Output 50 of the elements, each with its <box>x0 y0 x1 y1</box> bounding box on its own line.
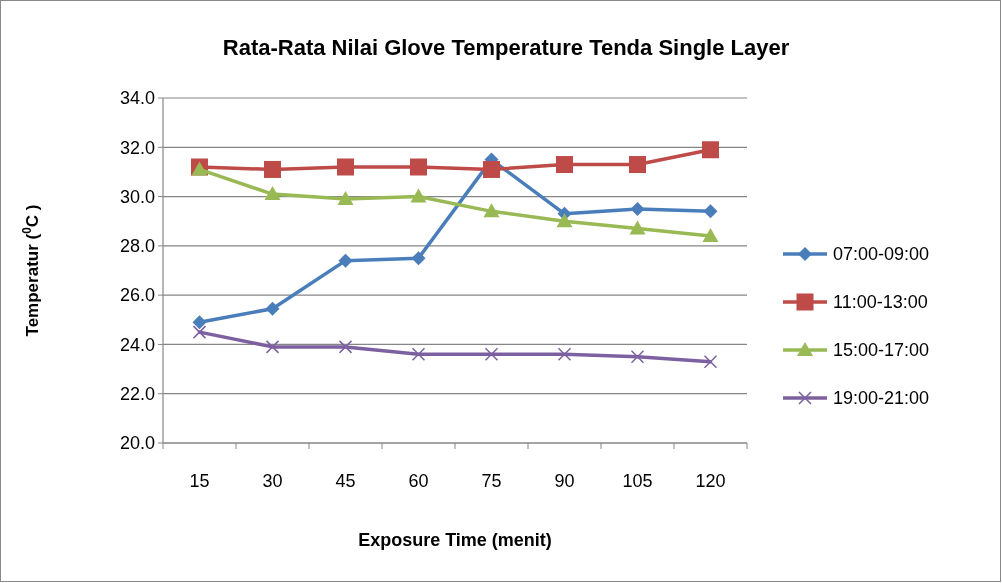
point <box>338 340 353 354</box>
legend-label: 11:00-13:00 <box>833 292 928 313</box>
x-tick-label: 60 <box>408 471 429 491</box>
x-tick-label: 30 <box>262 471 283 491</box>
point <box>411 251 426 266</box>
point <box>192 325 207 339</box>
point <box>337 158 354 176</box>
point <box>410 158 427 176</box>
y-tick-label: 32.0 <box>119 137 155 158</box>
point <box>629 220 646 235</box>
point <box>702 228 719 242</box>
y-tick-label: 22.0 <box>119 384 155 405</box>
point <box>411 347 426 362</box>
y-tick-label: 24.0 <box>119 334 155 355</box>
point <box>192 315 207 330</box>
point <box>337 191 354 206</box>
y-tick-label: 20.0 <box>119 433 155 454</box>
point <box>557 347 572 362</box>
point <box>410 188 427 203</box>
y-tick-label: 26.0 <box>119 285 155 306</box>
point <box>703 204 718 219</box>
point <box>265 340 280 354</box>
point <box>483 160 500 178</box>
legend-label: 19:00-21:00 <box>833 388 930 409</box>
point <box>484 347 499 362</box>
point <box>265 301 280 316</box>
point <box>702 141 719 159</box>
y-tick-label: 28.0 <box>119 236 155 257</box>
point <box>264 186 281 201</box>
legend-label: 15:00-17:00 <box>833 340 930 361</box>
legend-label: 07:00-09:00 <box>833 244 930 265</box>
x-tick-label: 105 <box>622 471 653 491</box>
x-axis-title: Exposure Time (menit) <box>358 530 552 550</box>
x-tick-label: 120 <box>695 471 726 491</box>
y-tick-label: 34.0 <box>119 88 155 109</box>
point <box>338 253 353 268</box>
y-tick-label: 30.0 <box>119 186 155 207</box>
point <box>556 156 573 174</box>
x-tick-label: 45 <box>335 471 356 491</box>
x-tick-label: 75 <box>481 471 502 491</box>
point <box>703 354 718 369</box>
point <box>556 213 573 228</box>
point <box>630 350 645 364</box>
x-tick-label: 15 <box>189 471 210 491</box>
point <box>483 203 500 218</box>
point <box>630 201 645 216</box>
point <box>629 156 646 174</box>
point <box>264 160 281 178</box>
x-tick-label: 90 <box>554 471 575 491</box>
chart-title: Rata-Rata Nilai Glove Temperature Tenda Single Layer <box>222 35 790 60</box>
